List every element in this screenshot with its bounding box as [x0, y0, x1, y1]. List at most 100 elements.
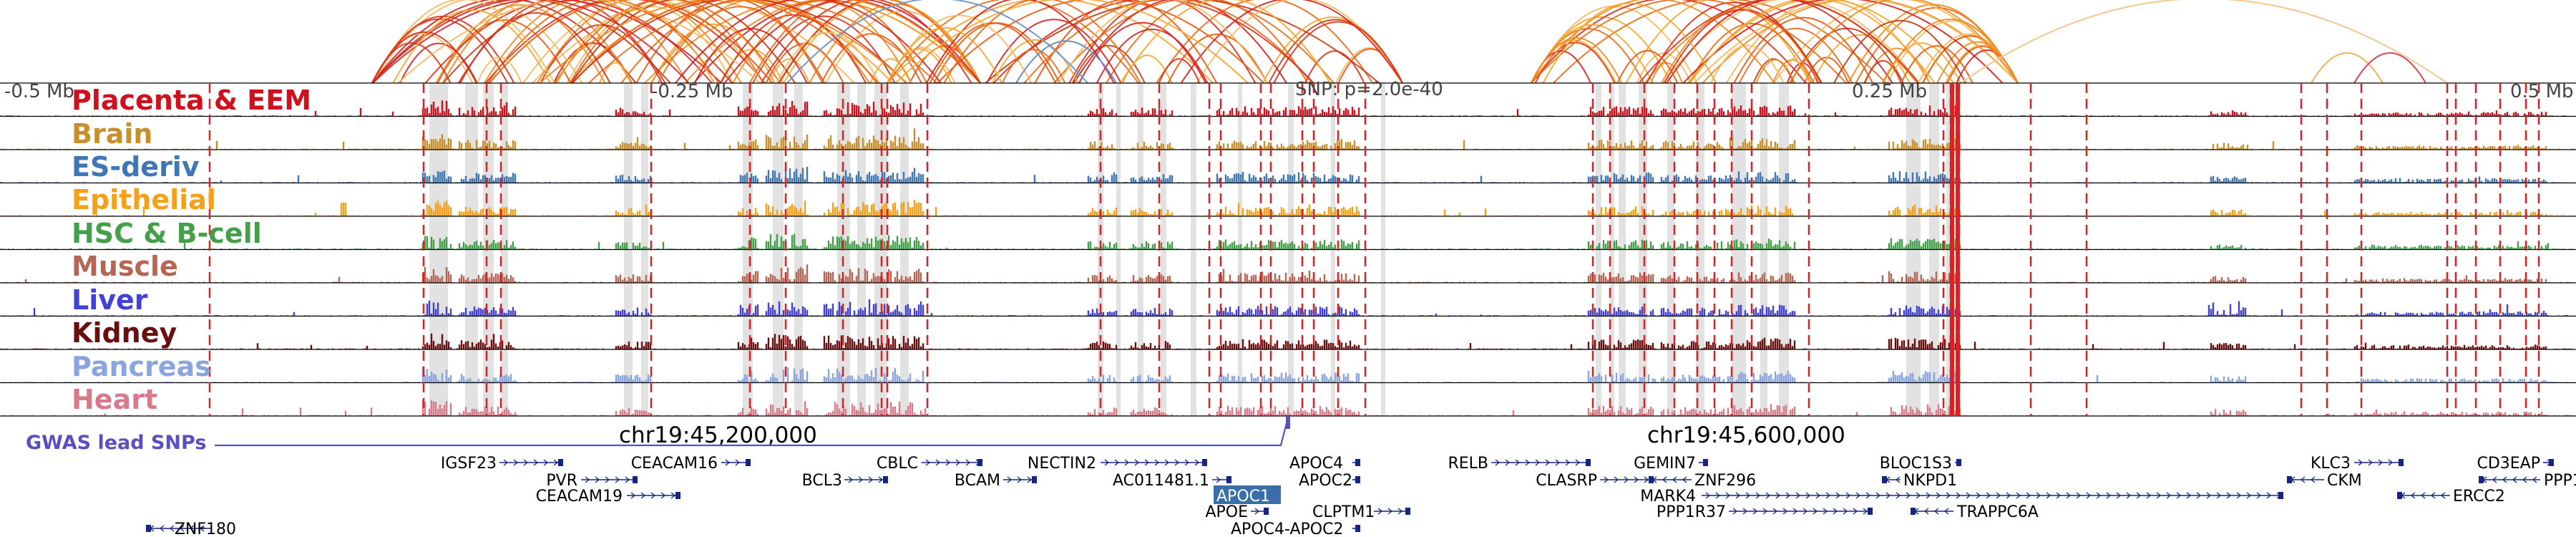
gene-trappc6a[interactable]: TRAPPC6A	[1911, 503, 2039, 521]
strand-chevrons	[925, 459, 981, 466]
strand-chevrons	[2358, 459, 2404, 466]
coordinate-labels: chr19:45,200,000 chr19:45,600,000	[619, 422, 1845, 448]
strand-chevrons	[630, 492, 676, 499]
gene-ceacam19[interactable]: CEACAM19	[536, 488, 680, 505]
gene-gemin7[interactable]: GEMIN7	[1634, 455, 1708, 473]
interaction-arc	[1638, 0, 1920, 84]
interaction-arc	[1273, 21, 1403, 84]
gene-ckm[interactable]: CKM	[2287, 472, 2362, 490]
gwas-snp-marker	[1286, 416, 1290, 429]
interaction-arc	[1960, 0, 2448, 84]
gene-label: BCL3	[802, 472, 842, 490]
track-label: Epithelial	[72, 184, 216, 216]
tick-label: -0.5 Mb	[4, 81, 74, 102]
interaction-arc	[724, 0, 981, 84]
strand-chevrons	[1254, 508, 1260, 515]
gene-mark4[interactable]: MARK4	[1640, 488, 2283, 505]
gene-relb[interactable]: RELB	[1448, 455, 1591, 473]
interaction-arc	[752, 15, 896, 84]
interaction-arc	[1058, 0, 1268, 84]
gene-exon	[1649, 476, 1654, 483]
gene-label: PVR	[546, 472, 577, 490]
interaction-arc	[1788, 0, 2019, 84]
interaction-arc	[1023, 0, 1313, 84]
track-labels: Placenta & EEM Brain ES-deriv Epithelial…	[72, 84, 311, 415]
signal-track	[0, 167, 2576, 184]
interaction-arc	[371, 0, 690, 84]
gene-exon	[2549, 459, 2554, 466]
strand-chevrons	[1732, 508, 1868, 515]
signal-track	[0, 200, 2576, 217]
gene-bcl3[interactable]: BCL3	[802, 472, 888, 490]
interaction-arc	[442, 0, 733, 84]
interaction-arc	[1531, 0, 1775, 84]
gene-klc3[interactable]: KLC3	[2311, 455, 2404, 473]
interaction-arc	[986, 19, 1122, 84]
gene-exon	[633, 476, 638, 483]
interaction-arc	[392, 9, 551, 84]
gene-exon	[746, 459, 751, 466]
gene-label: CBLC	[877, 455, 918, 473]
tick-label: 0.25 Mb	[1852, 81, 1927, 102]
gene-bcam[interactable]: BCAM	[955, 472, 1037, 490]
interaction-arc	[894, 0, 1249, 84]
strand-chevrons	[1104, 459, 1200, 466]
gene-apoe[interactable]: APOE	[1205, 503, 1269, 521]
interaction-arc	[693, 28, 808, 84]
gene-exon	[2479, 476, 2484, 483]
interaction-arc	[1625, 0, 1811, 84]
gene-label: APOE	[1205, 503, 1248, 521]
gene-cd3eap[interactable]: CD3EAP	[2477, 455, 2554, 473]
gene-label: KLC3	[2311, 455, 2351, 473]
gene-apoc1[interactable]: APOC1	[1214, 485, 1281, 505]
gene-apoc4-apoc2[interactable]: APOC4-APOC2	[1231, 521, 1360, 537]
interaction-arc	[1096, 29, 1209, 84]
gene-ercc2[interactable]: ERCC2	[2397, 488, 2505, 505]
interaction-arc	[937, 0, 1264, 84]
gene-label: ERCC2	[2453, 488, 2505, 505]
gene-ceacam16[interactable]: CEACAM16	[631, 455, 751, 473]
gene-znf180[interactable]: ZNF180	[146, 521, 236, 537]
gwas-label: GWAS lead SNPs	[26, 432, 206, 454]
gene-exon	[1032, 476, 1037, 483]
gene-pvr[interactable]: PVR	[546, 472, 638, 490]
gene-bloc1s3[interactable]: BLOC1S3	[1880, 455, 1961, 473]
gene-label: NECTIN2	[1028, 455, 1096, 473]
lead-snp-band	[1950, 83, 1954, 416]
interaction-arc	[1196, 0, 1403, 84]
gene-label: GEMIN7	[1634, 455, 1696, 473]
gene-label: IGSF23	[441, 455, 497, 473]
axis-ticks: -0.5 Mb -0.25 Mb SNP: p=2.0e-40 0.25 Mb …	[4, 79, 2574, 102]
gwas-lead-snps: GWAS lead SNPs	[26, 416, 1290, 454]
gene-ac011481-1[interactable]: AC011481.1	[1113, 472, 1231, 490]
gene-exon	[1911, 508, 1916, 515]
gene-nectin2[interactable]: NECTIN2	[1028, 455, 1207, 473]
gene-apoc2[interactable]: APOC2	[1299, 472, 1360, 490]
gene-ppp1r37[interactable]: PPP1R37	[1657, 503, 1873, 521]
interaction-arc	[650, 23, 776, 84]
gene-nkpd1[interactable]: NKPD1	[1882, 472, 1957, 490]
gene-ppp1[interactable]: PPP1	[2479, 472, 2576, 490]
interaction-arc	[1833, 19, 1966, 84]
strand-chevrons	[1007, 476, 1033, 483]
track-label: Brain	[72, 118, 152, 150]
interaction-arc	[1755, 59, 1795, 84]
gene-cblc[interactable]: CBLC	[877, 455, 982, 473]
signal-track	[0, 100, 2576, 117]
gene-label: ZNF180	[175, 521, 236, 537]
gene-apoc4[interactable]: APOC4	[1289, 455, 1360, 473]
gene-label: APOC4-APOC2	[1231, 521, 1343, 537]
interaction-arc	[929, 22, 1057, 84]
snp-markers	[208, 83, 2540, 416]
gene-exon	[1956, 459, 1961, 466]
gene-igsf23[interactable]: IGSF23	[441, 455, 563, 473]
interaction-arc	[943, 0, 1141, 84]
gene-znf296[interactable]: ZNF296	[1649, 472, 1756, 490]
interaction-arc	[1106, 0, 1309, 84]
gene-clptm1[interactable]: CLPTM1	[1312, 503, 1410, 521]
gwas-connector	[215, 417, 1289, 447]
interaction-arc	[635, 0, 826, 84]
track-label: HSC & B-cell	[72, 218, 262, 249]
interaction-arc	[554, 0, 781, 84]
strand-chevrons	[1377, 508, 1403, 515]
